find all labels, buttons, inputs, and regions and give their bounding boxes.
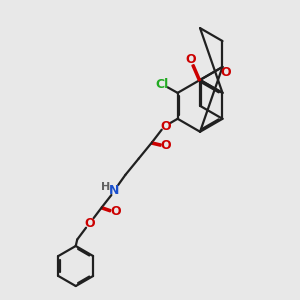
- Text: O: O: [161, 140, 171, 152]
- Text: O: O: [84, 217, 95, 230]
- Text: O: O: [186, 52, 196, 66]
- Text: N: N: [109, 184, 119, 196]
- Text: Cl: Cl: [156, 78, 169, 91]
- Text: O: O: [110, 205, 121, 218]
- Text: O: O: [220, 66, 231, 79]
- Text: O: O: [160, 120, 171, 133]
- Text: H: H: [101, 182, 111, 191]
